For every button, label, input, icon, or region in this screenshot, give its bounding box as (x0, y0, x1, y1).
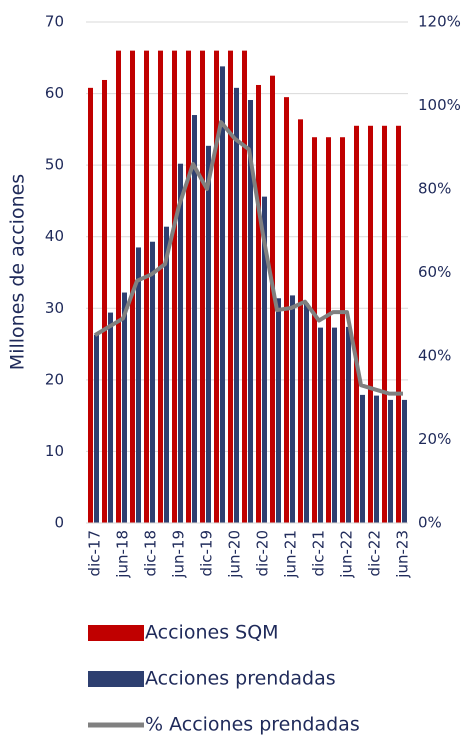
y-tick-label: 20 (45, 370, 64, 388)
y-tick-label: 70 (45, 13, 64, 31)
bar (122, 292, 127, 523)
y2-tick-label: 20% (418, 430, 451, 448)
legend-swatch (88, 671, 144, 687)
bar (346, 326, 351, 523)
bar (116, 50, 121, 523)
x-tick-label: jun-23 (394, 530, 412, 579)
bar (214, 50, 219, 523)
bar (332, 327, 337, 523)
line (93, 120, 403, 396)
y2-tick-label: 60% (418, 263, 451, 281)
bar (256, 84, 261, 524)
bar (206, 145, 211, 523)
bar (242, 50, 247, 523)
y2-tick-label: 0% (418, 514, 442, 532)
bar (150, 241, 155, 523)
bar (340, 137, 345, 524)
bar (88, 87, 93, 524)
bar (304, 303, 309, 523)
bar (234, 87, 239, 524)
legend-label: Acciones SQM (145, 622, 279, 644)
bar (144, 50, 149, 523)
bar (374, 395, 379, 523)
bar (158, 50, 163, 523)
x-tick-label: dic-18 (142, 530, 160, 576)
bar (248, 100, 253, 524)
y-axis-label: Millones de acciones (7, 174, 29, 370)
bar (382, 125, 387, 524)
bar (172, 50, 177, 523)
x-tick-label: jun-20 (226, 530, 244, 579)
y2-tick-label: 120% (418, 13, 461, 31)
bar (388, 399, 393, 523)
bar (228, 50, 233, 523)
y-tick-label: 50 (45, 156, 64, 174)
bar (368, 125, 373, 524)
y-tick-label: 60 (45, 84, 64, 102)
y-tick-label: 0 (54, 514, 64, 532)
y-tick-label: 10 (45, 442, 64, 460)
bar (262, 196, 267, 524)
x-tick-label: dic-21 (310, 530, 328, 576)
y-tick-label: 30 (45, 299, 64, 317)
bar (402, 399, 407, 523)
bar (276, 298, 281, 523)
bar (312, 137, 317, 524)
x-tick-label: dic-17 (86, 530, 104, 576)
x-tick-label: jun-19 (170, 530, 188, 579)
bar (360, 394, 365, 523)
x-tick-label: jun-22 (338, 530, 356, 579)
legend-swatch (88, 625, 144, 641)
x-tick-label: dic-22 (366, 530, 384, 576)
bar (290, 295, 295, 523)
x-tick-label: jun-21 (282, 530, 300, 579)
bar (396, 125, 401, 524)
bar (200, 50, 205, 523)
bar (270, 75, 275, 523)
bar (94, 334, 99, 523)
bar (326, 137, 331, 524)
y2-tick-label: 100% (418, 96, 461, 114)
bar (136, 247, 141, 523)
bar (318, 327, 323, 523)
y2-tick-label: 40% (418, 347, 451, 365)
bar (354, 125, 359, 524)
x-tick-label: dic-19 (198, 530, 216, 576)
legend-label: Acciones prendadas (145, 668, 336, 690)
bar (192, 115, 197, 524)
y-tick-label: 40 (45, 227, 64, 245)
y2-tick-label: 80% (418, 180, 451, 198)
x-tick-label: jun-18 (114, 530, 132, 579)
bar (220, 66, 225, 524)
bar (178, 163, 183, 523)
bar (186, 50, 191, 523)
bar (108, 312, 113, 523)
bar (130, 50, 135, 523)
bar (102, 79, 107, 524)
bar (298, 119, 303, 523)
bar (164, 226, 169, 524)
x-tick-label: dic-20 (254, 530, 272, 576)
legend-label: % Acciones prendadas (145, 714, 360, 736)
